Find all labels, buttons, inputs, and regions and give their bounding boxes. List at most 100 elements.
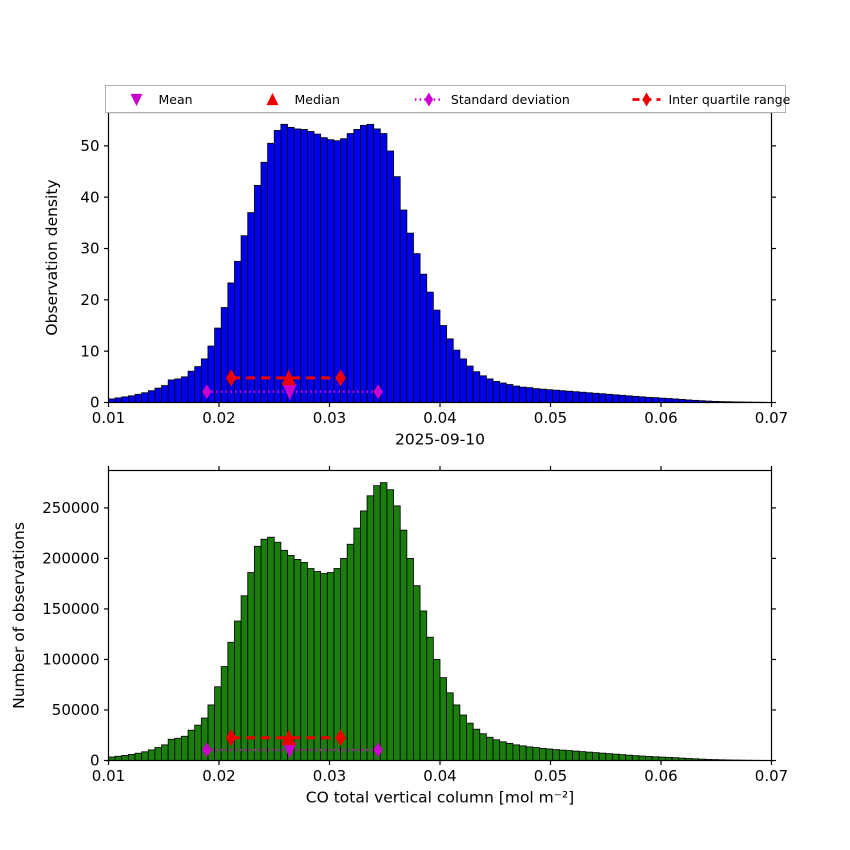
histogram-bar xyxy=(611,394,620,403)
histogram-bar xyxy=(167,379,176,403)
histogram-bar xyxy=(479,375,487,403)
histogram-bar xyxy=(585,392,593,403)
median-triangle-up-marker xyxy=(281,369,296,386)
histogram-bar xyxy=(406,558,414,761)
x-tick-label: 0.05 xyxy=(534,409,567,427)
histogram-bar xyxy=(326,139,335,403)
histogram-bar xyxy=(472,728,481,761)
histogram-bar xyxy=(253,184,262,403)
histogram-bar xyxy=(346,543,355,761)
histogram-bar xyxy=(618,394,627,403)
histogram-bar xyxy=(306,568,315,761)
histogram-bar xyxy=(141,392,149,403)
histogram-bar xyxy=(147,390,156,403)
histogram-bar xyxy=(631,395,640,403)
histogram-bar xyxy=(234,620,242,761)
histogram-bar xyxy=(631,755,640,761)
histogram-bar xyxy=(651,397,660,403)
histogram-bar xyxy=(452,704,461,761)
histogram-bar xyxy=(545,389,554,403)
y-tick-label: 250000 xyxy=(42,499,99,517)
histogram-bar xyxy=(121,396,129,403)
histogram-bar xyxy=(539,747,547,761)
histogram-bar xyxy=(638,755,646,761)
histogram-bar xyxy=(578,751,587,761)
y-tick-label: 200000 xyxy=(42,550,99,568)
histogram-bar xyxy=(625,395,633,403)
histogram-bar xyxy=(273,130,282,403)
histogram-bar xyxy=(360,124,368,403)
std-deviation-diamond-marker xyxy=(373,384,383,400)
legend-item-inter-quartile-range[interactable]: Inter quartile range xyxy=(632,92,791,107)
mean-triangle-down-marker xyxy=(282,384,297,401)
histogram-bar xyxy=(519,745,527,761)
legend-item-label: Mean xyxy=(159,92,193,107)
histogram-bar xyxy=(161,385,169,403)
histogram-bar xyxy=(492,381,501,403)
y-tick-label: 20 xyxy=(80,291,99,309)
legend-frame xyxy=(105,85,786,113)
histogram-bar xyxy=(253,545,262,761)
histogram-bar xyxy=(525,746,534,761)
histogram-bar xyxy=(393,176,401,403)
y-tick-label: 0 xyxy=(90,394,100,412)
histogram-bar xyxy=(499,382,507,403)
histogram-bar xyxy=(220,307,229,403)
histogram-bar xyxy=(267,536,275,761)
legend-item-mean[interactable]: Mean xyxy=(130,92,193,107)
histogram-bar xyxy=(360,510,368,761)
histogram-bar xyxy=(539,388,547,403)
histogram-bar xyxy=(552,389,560,403)
histogram-bar xyxy=(492,739,501,761)
histogram-bar xyxy=(154,747,162,761)
histogram-bar xyxy=(499,741,507,761)
histogram-bar xyxy=(605,753,613,761)
x-tick-label: 0.06 xyxy=(644,767,677,785)
histogram-bar xyxy=(127,754,136,761)
x-tick-label: 0.03 xyxy=(313,409,346,427)
histogram-bar xyxy=(393,505,401,761)
histogram-bar xyxy=(306,131,315,403)
histogram-bar xyxy=(512,744,520,761)
histogram-bar xyxy=(379,133,388,403)
histogram-bar xyxy=(486,378,494,403)
mean-triangle-down-marker xyxy=(282,742,297,759)
histogram-bar xyxy=(519,386,527,403)
histogram-bar xyxy=(439,677,448,761)
histogram-bar xyxy=(618,754,627,761)
legend-diamond-icon xyxy=(424,92,434,107)
histogram-bar xyxy=(472,371,481,403)
histogram-bar xyxy=(399,209,408,403)
histogram-bar xyxy=(459,714,467,761)
histogram-bar xyxy=(194,366,202,403)
histogram-bar xyxy=(134,393,143,403)
histogram-bar xyxy=(260,161,269,403)
histogram-bar xyxy=(114,397,123,403)
histogram-bar xyxy=(638,396,646,403)
histogram-bar xyxy=(413,253,421,403)
histogram-bar xyxy=(386,489,394,761)
histogram-bar xyxy=(287,126,295,403)
legend-item-standard-deviation[interactable]: Standard deviation xyxy=(414,92,570,107)
y-tick-label: 30 xyxy=(80,240,99,258)
histogram-bar xyxy=(240,595,249,761)
histogram-bar xyxy=(419,273,428,403)
histogram-bar xyxy=(154,387,162,403)
bar-series-number-of-observations xyxy=(108,482,772,761)
histogram-bar xyxy=(505,742,514,761)
legend-item-label: Median xyxy=(295,92,340,107)
std-deviation-diamond-marker xyxy=(202,384,212,400)
histogram-bar xyxy=(558,390,567,403)
y-tick-label: 40 xyxy=(80,188,99,206)
histogram-bar xyxy=(565,390,573,403)
y-tick-label: 100000 xyxy=(42,651,99,669)
histogram-bar xyxy=(134,752,143,761)
legend-item-median[interactable]: Median xyxy=(266,92,340,107)
histogram-bar xyxy=(280,549,288,761)
histogram-bar xyxy=(578,391,587,403)
x-axis-label: CO total vertical column [mol m⁻²] xyxy=(306,789,574,807)
histogram-bar xyxy=(446,338,454,403)
histogram-bar xyxy=(293,559,302,761)
histogram-bar xyxy=(585,751,593,761)
